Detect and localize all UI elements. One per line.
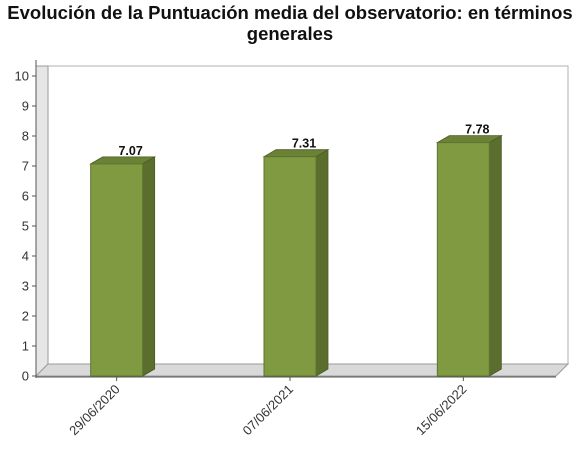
x-tick-label: 07/06/2021: [239, 382, 296, 439]
x-tick-label: 29/06/2020: [66, 382, 123, 439]
y-tick-label: 2: [22, 309, 29, 324]
bar-top: [435, 135, 503, 144]
chart-title-line-2: generales: [246, 23, 334, 44]
y-tick-label: 7: [22, 159, 29, 174]
y-tick-label: 5: [22, 219, 29, 234]
bar-side: [488, 134, 502, 377]
bar-top: [89, 156, 157, 165]
y-tick-label: 4: [22, 249, 29, 264]
bar-top: [262, 149, 330, 158]
y-tick-label: 0: [22, 369, 29, 384]
bar-side: [315, 149, 329, 377]
y-tick-label: 9: [22, 99, 29, 114]
y-tick-label: 10: [15, 69, 29, 84]
data-label: 7.07: [118, 144, 142, 158]
y-tick-label: 8: [22, 129, 29, 144]
y-tick-label: 6: [22, 189, 29, 204]
bar: [90, 163, 144, 377]
chart-title: Evolución de la Puntuación media del obs…: [0, 2, 580, 44]
bar-side: [142, 156, 156, 377]
bar: [436, 142, 490, 377]
plot-side-wall: [35, 65, 49, 378]
x-tick-label: 15/06/2022: [413, 382, 470, 439]
data-label: 7.31: [292, 137, 316, 151]
y-tick-label: 3: [22, 279, 29, 294]
data-label: 7.78: [465, 123, 489, 137]
y-tick-label: 1: [22, 339, 29, 354]
chart-title-line-1: Evolución de la Puntuación media del obs…: [7, 2, 573, 23]
bar: [263, 156, 317, 377]
